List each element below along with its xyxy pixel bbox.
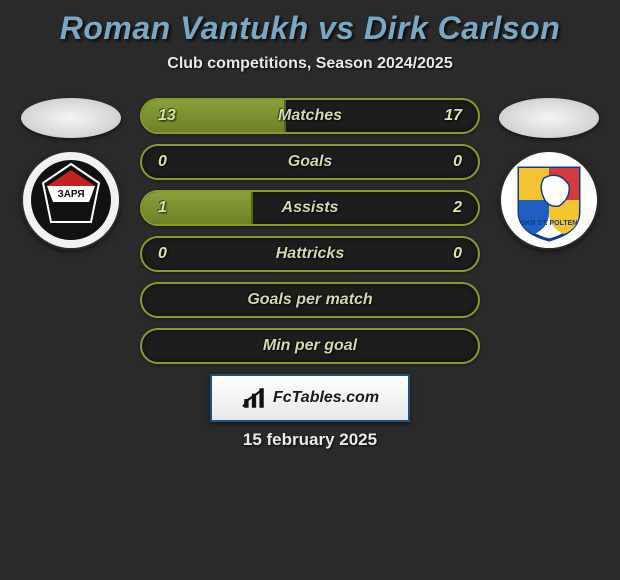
stat-bar-goals: 0 Goals 0 xyxy=(140,144,480,180)
player-left-avatar xyxy=(21,98,121,138)
player-right-column: SKN ST. POLTEN xyxy=(494,98,604,250)
stat-value-right: 17 xyxy=(444,107,462,125)
comparison-card: Roman Vantukh vs Dirk Carlson Club compe… xyxy=(0,0,620,460)
stats-column: 13 Matches 17 0 Goals 0 1 Assists 2 0 Hattricks 0 Go… xyxy=(140,98,480,364)
player-left-club-badge: ЗАРЯ xyxy=(21,150,121,250)
player-right-club-badge: SKN ST. POLTEN xyxy=(499,150,599,250)
stat-label: Min per goal xyxy=(263,337,357,355)
stat-label: Goals xyxy=(288,153,332,171)
brand-box: FcTables.com xyxy=(210,374,410,422)
page-title: Roman Vantukh vs Dirk Carlson xyxy=(0,10,620,47)
stpolten-badge-icon: SKN ST. POLTEN xyxy=(499,150,599,250)
stat-value-left: 0 xyxy=(158,245,167,263)
stat-label: Goals per match xyxy=(247,291,372,309)
stat-bar-min-per-goal: Min per goal xyxy=(140,328,480,364)
brand-text: FcTables.com xyxy=(273,389,379,407)
stat-label: Assists xyxy=(282,199,339,217)
stat-value-right: 2 xyxy=(453,199,462,217)
stat-label: Hattricks xyxy=(276,245,344,263)
zorya-badge-icon: ЗАРЯ xyxy=(21,150,121,250)
stat-bar-assists: 1 Assists 2 xyxy=(140,190,480,226)
date-text: 15 february 2025 xyxy=(0,430,620,450)
player-right-avatar xyxy=(499,98,599,138)
stat-value-right: 0 xyxy=(453,245,462,263)
stat-bar-goals-per-match: Goals per match xyxy=(140,282,480,318)
subtitle: Club competitions, Season 2024/2025 xyxy=(0,55,620,73)
stat-bar-hattricks: 0 Hattricks 0 xyxy=(140,236,480,272)
stat-value-left: 13 xyxy=(158,107,176,125)
stat-bar-matches: 13 Matches 17 xyxy=(140,98,480,134)
player-left-column: ЗАРЯ xyxy=(16,98,126,250)
stat-value-left: 0 xyxy=(158,153,167,171)
svg-text:ЗАРЯ: ЗАРЯ xyxy=(57,189,84,200)
main-row: ЗАРЯ 13 Matches 17 0 Goals 0 1 Assists 2 0 Hattric… xyxy=(0,98,620,364)
stat-value-right: 0 xyxy=(453,153,462,171)
stat-value-left: 1 xyxy=(158,199,167,217)
chart-bars-icon xyxy=(241,385,267,411)
svg-text:SKN ST. POLTEN: SKN ST. POLTEN xyxy=(521,220,578,227)
stat-label: Matches xyxy=(278,107,342,125)
